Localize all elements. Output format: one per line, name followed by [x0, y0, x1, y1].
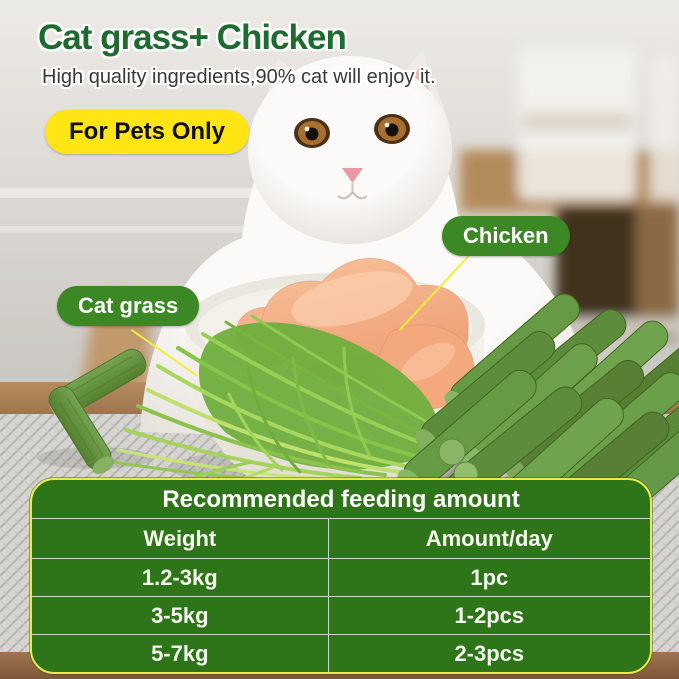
chicken-callout: Chicken	[442, 216, 570, 256]
treat-sticks-left	[48, 348, 147, 475]
cat-nose-mouth	[337, 168, 368, 200]
cat-grass-callout: Cat grass	[57, 286, 200, 326]
page-subtitle: High quality ingredients,90% cat will en…	[42, 66, 436, 88]
cat-eyes	[294, 114, 410, 148]
table-row-weight: 3-5kg	[32, 596, 329, 634]
feeding-table-title: Recommended feeding amount	[162, 486, 520, 513]
table-row-amount: 2-3pcs	[328, 634, 650, 672]
feeding-table-grid: Weight Amount/day 1.2-3kg 1pc 3-5kg 1-2p…	[32, 518, 650, 672]
feeding-table: Recommended feeding amount Weight Amount…	[30, 478, 652, 674]
page-title: Cat grass+ Chicken	[38, 18, 347, 57]
table-row-weight: 1.2-3kg	[32, 558, 329, 596]
column-header-amount: Amount/day	[328, 518, 650, 558]
table-row-amount: 1pc	[328, 558, 650, 596]
for-pets-only-badge: For Pets Only	[45, 110, 250, 154]
table-row-amount: 1-2pcs	[328, 596, 650, 634]
table-row-weight: 5-7kg	[32, 634, 329, 672]
drinking-glasses	[518, 48, 679, 200]
column-header-weight: Weight	[32, 518, 329, 558]
